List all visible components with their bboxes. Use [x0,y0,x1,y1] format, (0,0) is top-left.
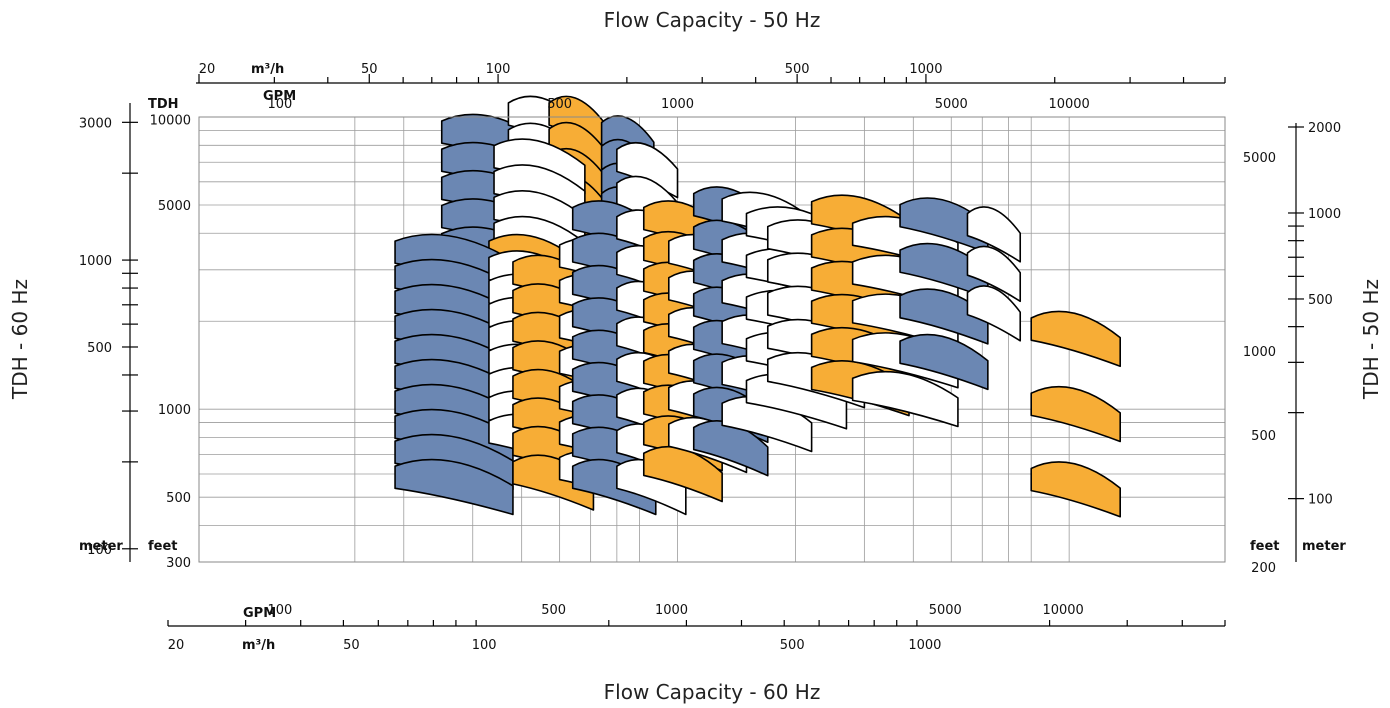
pump-curve-blue [899,333,989,391]
left-meter-tick-label: 1000 [79,254,112,269]
left-axis-title: TDH - 60 Hz [8,279,32,400]
right-meter-tick-label: 2000 [1308,121,1341,136]
left-meter-unit: meter [79,539,123,554]
pump-curve-orange [1030,385,1121,443]
bottom-gpm-unit: GPM [243,606,276,621]
pump-families [394,95,1121,518]
bottom-gpm-tick-label: 1000 [655,603,688,618]
right-feet-tick-label: 200 [1251,561,1276,576]
left-feet-tick-label: 5000 [158,199,191,214]
pump-curve-orange [1030,461,1121,518]
bottom-m3h-unit: m³/h [242,638,275,653]
bottom-m3h-tick-label: 100 [472,638,497,653]
top-m3h-tick-label: 20 [199,62,216,77]
top-gpm-tick-label: 500 [547,97,572,112]
left-feet-tick-label: 10000 [150,114,191,129]
right-feet-tick-label: 5000 [1243,151,1276,166]
pump-curve-white [966,206,1022,263]
bottom-axis-title: Flow Capacity - 60 Hz [604,680,821,704]
left-meter-tick-label: 500 [87,341,112,356]
top-gpm-tick-label: 10000 [1048,97,1089,112]
top-gpm-tick-label: 5000 [935,97,968,112]
top-m3h-tick-label: 1000 [909,62,942,77]
left-meter-tick-label: 100 [87,543,112,558]
bottom-gpm-tick-label: 5000 [929,603,962,618]
left-feet-tick-label: 1000 [158,403,191,418]
pump-curve-blue [394,458,514,516]
left-feet-tick-label: 300 [166,556,191,571]
pump-curve-white [966,285,1022,342]
bottom-m3h-tick-label: 500 [780,638,805,653]
bottom-m3h-tick-label: 50 [343,638,360,653]
right-feet-unit: feet [1250,539,1280,554]
top-gpm-tick-label: 100 [267,97,292,112]
left-feet-tick-label: 500 [166,491,191,506]
bottom-gpm-tick-label: 500 [541,603,566,618]
bottom-gpm-tick-label: 100 [267,603,292,618]
right-meter-unit: meter [1302,539,1346,554]
tdh-unit: TDH [148,97,179,112]
bottom-gpm-tick-label: 10000 [1042,603,1083,618]
top-axis-title: Flow Capacity - 50 Hz [604,8,821,32]
right-axis-title: TDH - 50 Hz [1359,279,1383,400]
bottom-m3h-tick-label: 1000 [908,638,941,653]
top-gpm-unit: GPM [263,89,296,104]
pump-curve-white [966,245,1022,303]
top-m3h-tick-label: 50 [361,62,378,77]
bottom-m3h-tick-label: 20 [168,638,185,653]
right-feet-tick-label: 500 [1251,429,1276,444]
left-feet-unit: feet [148,539,178,554]
axes: 20 50 100 500 1000 100 500 1000 5000 10000 20 50 100… [79,62,1341,653]
right-meter-tick-label: 500 [1308,293,1333,308]
plot-frame [198,116,1226,563]
pump-curve-orange [642,445,723,503]
top-gpm-tick-label: 1000 [661,97,694,112]
top-m3h-unit: m³/h [251,62,284,77]
pump-curve-blue [692,420,769,477]
right-feet-tick-label: 1000 [1243,345,1276,360]
top-m3h-tick-label: 500 [785,62,810,77]
top-m3h-tick-label: 100 [486,62,511,77]
pump-curve-white [851,370,959,428]
right-meter-tick-label: 100 [1308,493,1333,508]
right-meter-tick-label: 1000 [1308,207,1341,222]
left-meter-tick-label: 3000 [79,116,112,131]
pump-curve-orange [1030,310,1121,368]
